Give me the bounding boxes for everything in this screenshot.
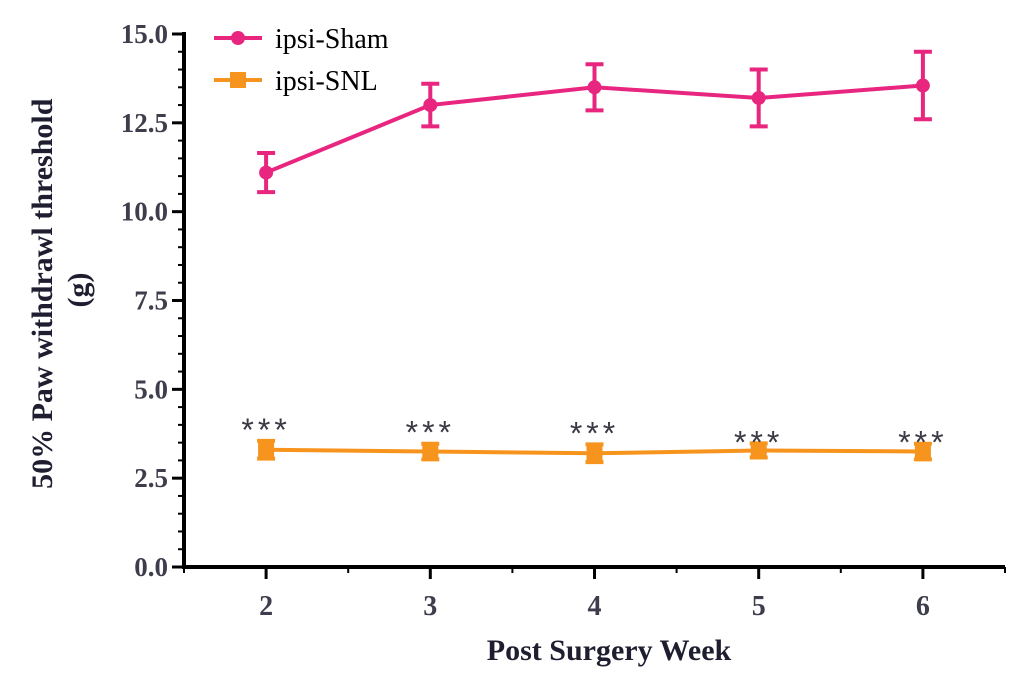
data-point xyxy=(587,80,602,95)
y-tick-label: 12.5 xyxy=(121,108,168,138)
x-tick-label: 5 xyxy=(752,591,766,622)
data-point xyxy=(915,78,930,93)
legend-marker xyxy=(231,31,245,45)
legend-marker xyxy=(230,72,246,88)
significance-marker: *** xyxy=(734,424,783,460)
annotation-layer: *** *** *** *** *** xyxy=(241,412,947,461)
y-tick-label: 10.0 xyxy=(121,197,168,227)
data-point xyxy=(258,441,275,458)
y-tick-label: 5.0 xyxy=(134,374,168,404)
data-point xyxy=(750,442,767,459)
data-point xyxy=(914,443,931,460)
y-tick-label: 2.5 xyxy=(134,463,168,493)
x-tick-label: 2 xyxy=(259,591,273,622)
x-tick-label: 4 xyxy=(588,591,602,622)
legend: ipsi-Sham ipsi-SNL xyxy=(214,24,389,97)
x-axis-title: Post Surgery Week xyxy=(487,634,732,667)
x-tick-label: 3 xyxy=(423,591,437,622)
significance-marker: *** xyxy=(570,415,619,451)
y-axis-title-line-1: 50% Paw withdrawl threshold xyxy=(26,98,59,489)
data-point xyxy=(259,165,274,180)
y-tick-label: 0.0 xyxy=(134,552,168,582)
legend-label: ipsi-Sham xyxy=(275,24,389,55)
significance-marker: *** xyxy=(406,415,455,451)
significance-marker: *** xyxy=(898,425,947,461)
legend-label: ipsi-SNL xyxy=(275,66,378,97)
data-point xyxy=(422,443,439,460)
data-point xyxy=(586,445,603,462)
axes: 0.0 2.5 5.0 7.5 10.0 12.5 15.0 2 3 4 5 6 xyxy=(121,19,1006,622)
y-axis-title: 50% Paw withdrawl threshold (g) xyxy=(26,91,95,489)
data-point xyxy=(751,90,766,105)
legend-item-0: ipsi-Sham xyxy=(214,24,389,55)
series-0 xyxy=(257,49,932,195)
data-point xyxy=(423,98,438,113)
series-layer xyxy=(257,49,932,465)
series-1 xyxy=(257,438,932,465)
legend-item-1: ipsi-SNL xyxy=(214,66,378,97)
y-axis-title-line-2: (g) xyxy=(62,273,95,308)
y-tick-label: 15.0 xyxy=(121,19,168,49)
x-tick-label: 6 xyxy=(916,591,930,622)
y-tick-label: 7.5 xyxy=(134,286,168,316)
significance-marker: *** xyxy=(241,412,290,448)
